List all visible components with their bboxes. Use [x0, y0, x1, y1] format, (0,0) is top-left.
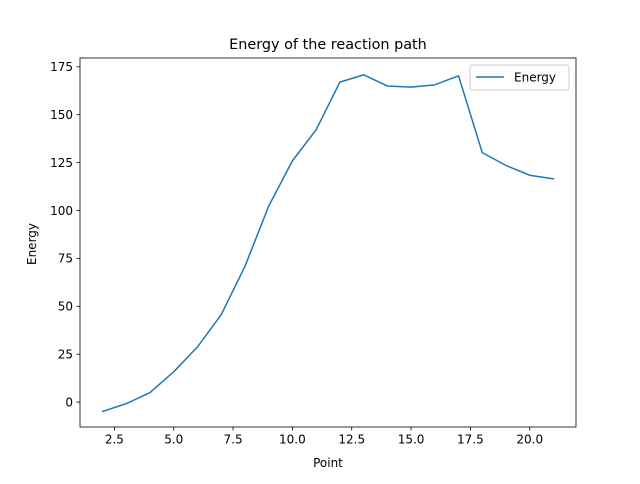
plot-area: 2.5 5.0 7.5 10.0 12.5 15.0 17.5 20.0 0 25 50 75 100 1…: [50, 57, 577, 447]
x-tick-label: 12.5: [338, 433, 365, 447]
y-tick-label: 150: [50, 108, 73, 122]
y-tick-label: 100: [50, 204, 73, 218]
x-tick-label: 7.5: [224, 433, 243, 447]
x-tick-label: 10.0: [279, 433, 306, 447]
x-tick-label: 5.0: [164, 433, 183, 447]
legend-frame: [469, 64, 570, 91]
x-axis-label: Point: [313, 456, 343, 470]
y-tick-label: 175: [50, 60, 73, 74]
series-line-0: [101, 74, 555, 413]
y-tick-label: 0: [65, 395, 73, 409]
y-tick-label: 125: [50, 156, 73, 170]
x-tick-label: 20.0: [516, 433, 543, 447]
axes-frame: [79, 57, 577, 428]
x-tick-label: 2.5: [105, 433, 124, 447]
x-tick-label: 15.0: [398, 433, 425, 447]
chart-title: Energy of the reaction path: [229, 37, 427, 53]
legend-label: Energy: [514, 71, 556, 85]
y-axis-label: Energy: [25, 223, 39, 265]
x-tick-label: 17.5: [457, 433, 484, 447]
y-tick-label: 75: [58, 252, 73, 266]
y-tick-label: 25: [58, 347, 73, 361]
y-tick-label: 50: [58, 300, 73, 314]
legend: Energy: [469, 64, 570, 91]
